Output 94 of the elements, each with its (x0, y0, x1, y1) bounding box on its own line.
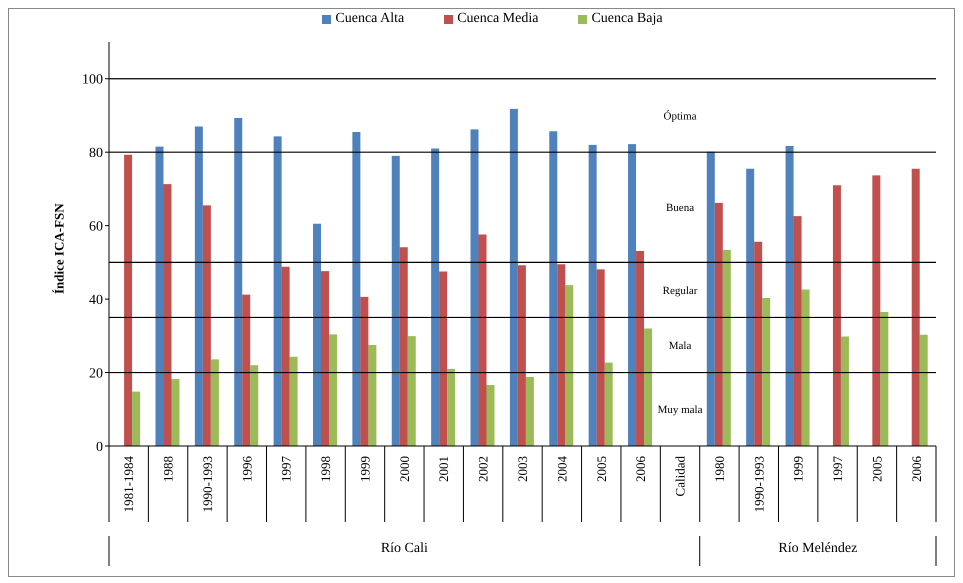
x-tick-label: 2004 (554, 456, 570, 482)
annotation: Óptima (664, 109, 697, 122)
bar (526, 376, 534, 446)
bar (282, 266, 290, 446)
y-tick-label: 80 (89, 146, 103, 162)
bar (628, 144, 636, 446)
bar (470, 129, 479, 446)
x-tick-label: 2003 (515, 456, 530, 482)
bar (312, 224, 321, 446)
text: Río Meléndez (778, 541, 858, 556)
x-tick-label: 1997 (278, 456, 294, 482)
bar (557, 264, 566, 446)
x-tick-label: 1999 (790, 456, 806, 482)
bar (880, 312, 888, 446)
bar (802, 290, 810, 446)
x-tick-label: 2001 (436, 456, 452, 482)
bar (124, 154, 132, 446)
bar (447, 368, 456, 446)
x-tick-label: 1980 (712, 456, 727, 482)
x-tick-label: 2006 (633, 456, 648, 482)
bar (872, 175, 880, 446)
bar (439, 272, 448, 446)
bar (320, 271, 329, 446)
bar (155, 146, 164, 446)
bar (518, 265, 526, 446)
x-tick-label: 1988 (160, 456, 176, 482)
x-tick-label: 1996 (239, 456, 254, 482)
bar (644, 328, 652, 446)
x-tick-label: 2002 (476, 456, 491, 482)
annotation: Buena (666, 202, 694, 214)
y-axis-title: Índice ICA-FSN (52, 202, 67, 294)
x-tick-label: 2005 (594, 456, 609, 482)
bar (408, 336, 416, 446)
bar (754, 242, 762, 446)
x-tick-label: 2005 (869, 456, 884, 482)
bar (352, 132, 360, 446)
x-tick-label: 1981-1984 (121, 456, 136, 512)
bar (786, 146, 794, 446)
x-tick-label: 2006 (908, 456, 924, 482)
bar (202, 205, 211, 446)
bar (604, 362, 613, 446)
x-tick-label: Calidad (672, 456, 688, 496)
bar (274, 136, 282, 446)
bar (360, 296, 368, 446)
bar (431, 148, 440, 446)
bar (250, 365, 258, 446)
bar (392, 156, 400, 446)
bar (722, 250, 731, 446)
annotation: Muy mala (658, 404, 703, 416)
y-tick-label: 0 (96, 440, 103, 455)
text: Río Cali (380, 541, 428, 556)
x-tick-label: 1990-1993 (200, 456, 215, 512)
bar (171, 379, 180, 446)
bar (510, 108, 518, 446)
y-tick-label: 20 (89, 366, 103, 382)
bar (762, 298, 770, 446)
annotation: Mala (668, 340, 692, 352)
bar (486, 385, 495, 446)
legend-label: Cuenca Alta (334, 11, 404, 27)
x-tick-label: 1998 (318, 456, 334, 482)
y-tick-label: 40 (89, 293, 103, 308)
bar (636, 250, 644, 446)
bar (565, 285, 574, 446)
bar (194, 126, 203, 446)
bar (596, 269, 605, 446)
bar (368, 345, 376, 446)
x-tick-label: 1999 (357, 456, 372, 482)
bar (912, 168, 920, 446)
bar (549, 131, 558, 446)
bar (328, 334, 337, 446)
bar (234, 118, 242, 446)
bar (478, 234, 487, 446)
bar (746, 168, 754, 446)
bar (706, 151, 715, 446)
x-tick-label: 1990-1993 (751, 456, 766, 512)
bar (132, 392, 140, 446)
bar (832, 185, 841, 446)
bar (714, 202, 723, 446)
bar (210, 359, 219, 446)
bar (920, 334, 928, 446)
bar (588, 144, 597, 446)
bar (290, 356, 298, 446)
y-tick-label: 100 (82, 72, 103, 88)
legend-label: Cuenca Baja (590, 11, 663, 27)
bar (242, 294, 250, 446)
x-tick-label: 1997 (830, 456, 846, 482)
annotation: Regular (662, 284, 698, 297)
bar (840, 336, 849, 446)
x-tick-label: 2000 (396, 456, 412, 482)
legend-label: Cuenca Media (456, 11, 538, 27)
bar (163, 184, 172, 446)
bar (794, 216, 802, 446)
y-tick-label: 60 (89, 220, 103, 235)
bar (400, 247, 408, 446)
